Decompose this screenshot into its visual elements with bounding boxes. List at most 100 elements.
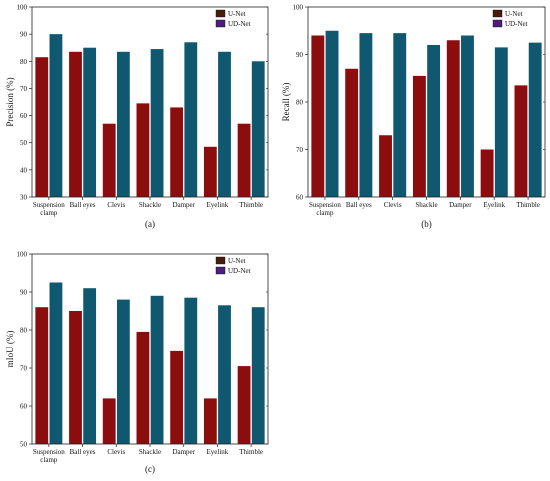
x-tick-label: Ball eyes [70,448,96,456]
x-tick-label: Eyelink [207,448,229,456]
bar-unet-4 [136,331,150,444]
y-tick-label: 70 [20,365,28,373]
bar-unet-2 [345,68,359,197]
y-tick-label: 60 [20,403,28,411]
panel-label: (a) [145,219,155,229]
y-tick-label: 80 [20,58,28,66]
bar-udnet-3 [393,33,407,198]
y-tick-label: 50 [20,139,28,147]
bar-udnet-7 [251,61,265,197]
x-tick-label: Shackle [415,201,437,209]
plot-frame [31,6,269,198]
x-tick-label: Clevis [384,201,402,209]
plot-frame [31,253,269,445]
legend-label-udnet: UD-Net [228,20,251,28]
chart-panel-1: 30 40 50 60 70 80 90 100 Suspension clamp Ball eye… [5,4,269,229]
bar-udnet-5 [184,42,198,197]
bar-udnet-6 [218,305,231,444]
bar-unet-6 [203,398,217,444]
legend-swatch-unet [492,9,503,18]
x-tick-label: Damper [449,201,472,209]
bar-udnet-1 [49,34,63,197]
chart-panel-2: 60 70 80 90 100 Suspension clamp Ball eyes Clevi… [281,4,546,229]
x-tick-label: Ball eyes [70,201,96,209]
bar-unet-3 [102,398,116,444]
bar-unet-4 [136,103,150,197]
x-tick-label: Suspension clamp [309,201,341,217]
bar-udnet-5 [184,297,198,444]
bar-udnet-5 [461,35,474,197]
legend-label-udnet: UD-Net [505,20,528,28]
y-tick-label: 80 [296,99,304,107]
x-tick-label: Suspension clamp [33,448,65,464]
y-tick-label: 40 [20,166,28,174]
y-tick-label: 100 [293,4,304,12]
bar-unet-1 [311,35,325,197]
x-tick-label: Clevis [107,201,125,209]
bar-unet-3 [379,135,392,197]
bar-udnet-4 [150,49,164,197]
x-tick-label: Shackle [139,448,161,456]
y-tick-label: 30 [20,194,28,202]
bar-unet-3 [102,123,116,197]
bar-unet-5 [170,350,184,444]
bar-udnet-6 [218,51,231,197]
legend-swatch-unet [215,9,226,18]
panel-label: (c) [145,464,155,474]
legend-label-unet: U-Net [228,257,246,265]
x-tick-label: Eyelink [207,201,229,209]
y-axis-label: Precision (%) [5,77,15,126]
bar-udnet-3 [116,299,130,444]
bar-unet-2 [69,311,82,444]
x-tick-label: Suspension clamp [33,201,65,217]
bar-unet-5 [446,40,460,197]
x-tick-label: Ball eyes [346,201,372,209]
legend-label-udnet: UD-Net [228,267,251,275]
y-tick-label: 90 [20,289,28,297]
y-tick-label: 100 [17,4,28,12]
y-tick-label: 70 [296,146,304,154]
x-tick-label: Damper [172,201,195,209]
y-tick-label: 90 [20,31,28,39]
bar-udnet-2 [83,47,97,198]
panel-label: (b) [421,219,432,229]
bar-udnet-7 [251,307,265,444]
bar-unet-7 [237,123,251,197]
x-tick-label: Damper [172,448,195,456]
y-tick-label: 90 [296,51,304,59]
bar-unet-6 [203,146,217,197]
legend-swatch-udnet [215,19,226,28]
bar-unet-1 [35,57,49,198]
y-tick-label: 60 [296,194,304,202]
x-tick-label: Thimble [239,201,263,209]
bar-unet-4 [412,75,426,197]
bar-udnet-3 [116,51,130,197]
chart-panel-3: 50 60 70 80 90 100 Suspension clamp Ball eyes Cle… [5,251,269,474]
bar-udnet-2 [359,33,373,198]
x-tick-label: Eyelink [483,201,505,209]
bar-udnet-7 [528,42,542,198]
bar-udnet-4 [427,45,441,197]
bar-unet-6 [480,149,494,197]
y-tick-label: 80 [20,327,28,335]
x-tick-label: Shackle [139,201,161,209]
legend-swatch-unet [215,256,226,265]
legend-label-unet: U-Net [505,10,523,18]
y-tick-label: 50 [20,441,28,449]
bar-udnet-2 [83,288,97,444]
y-tick-label: 100 [17,251,28,259]
bar-unet-7 [237,366,251,444]
legend-swatch-udnet [215,266,226,275]
bar-unet-7 [514,85,528,198]
bar-unet-1 [35,307,49,444]
y-axis-label: mIoU (%) [5,331,15,368]
legend-swatch-udnet [492,19,503,28]
bar-udnet-1 [49,282,63,444]
x-tick-label: Thimble [239,448,263,456]
y-tick-label: 70 [20,85,28,93]
y-axis-label: Recall (%) [281,83,291,122]
bar-unet-5 [170,107,184,197]
bar-udnet-6 [494,47,508,198]
bar-unet-2 [69,51,82,197]
